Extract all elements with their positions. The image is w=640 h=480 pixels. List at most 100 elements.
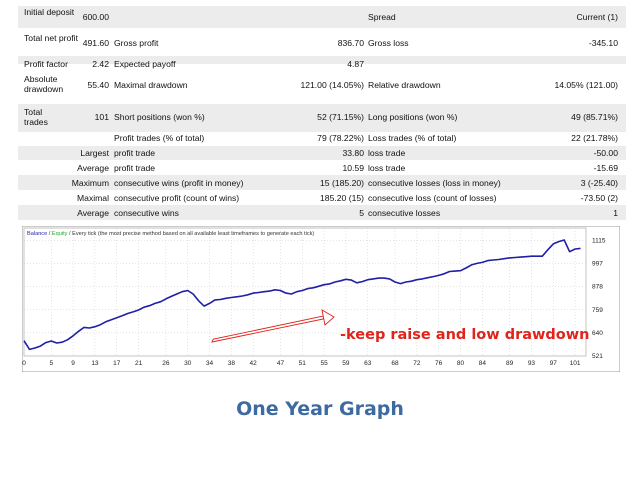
max-cons-losses-label: consecutive losses (loss in money)	[368, 178, 501, 188]
gross-profit-value: 836.70	[337, 38, 364, 48]
largest-loss-label: loss trade	[368, 148, 406, 158]
maximal-drawdown-label: Maximal drawdown	[114, 80, 188, 90]
y-tick-label: 1115	[592, 238, 606, 245]
absolute-drawdown-label: Absolute drawdown	[24, 74, 64, 94]
y-tick-label: 521	[592, 353, 603, 360]
x-tick-label: 5	[49, 360, 53, 367]
total-trades-label: Total trades	[24, 107, 48, 127]
maximal-cons-loss-value: -73.50 (2)	[580, 193, 618, 203]
avg-cons-wins-value: 5	[359, 208, 364, 218]
x-tick-label: 17	[113, 360, 121, 367]
x-tick-label: 59	[342, 360, 350, 367]
report-row-band	[18, 104, 626, 132]
largest-loss-value: -50.00	[593, 148, 618, 158]
x-tick-label: 38	[228, 360, 236, 367]
short-positions-label: Short positions (won %)	[114, 112, 205, 122]
relative-drawdown-label: Relative drawdown	[368, 80, 441, 90]
x-tick-label: 97	[550, 360, 558, 367]
profit-factor-value: 2.42	[92, 59, 109, 69]
max-cons-wins-value: 15 (185.20)	[320, 178, 364, 188]
x-tick-label: 101	[570, 360, 581, 367]
average-profit-value: 10.59	[342, 163, 364, 173]
profit-factor-label: Profit factor	[24, 59, 68, 69]
total-net-profit-label: Total net profit	[24, 33, 78, 43]
backtest-report: Initial deposit 600.00 Spread Current (1…	[0, 0, 640, 224]
total-net-profit-value: 491.60	[82, 38, 109, 48]
y-tick-label: 759	[592, 307, 603, 314]
avg-cons-losses-label: consecutive losses	[368, 208, 441, 218]
chart-annotation: -keep raise and low drawdown	[340, 327, 589, 343]
spread-label: Spread	[368, 12, 396, 22]
loss-trades-value: 22 (21.78%)	[571, 133, 618, 143]
x-tick-label: 9	[71, 360, 75, 367]
average-profit-label: profit trade	[114, 163, 156, 173]
gross-profit-label: Gross profit	[114, 38, 159, 48]
x-tick-label: 55	[320, 360, 328, 367]
gross-loss-label: Gross loss	[368, 38, 409, 48]
x-tick-label: 34	[206, 360, 214, 367]
report-row-band	[18, 56, 626, 64]
long-positions-label: Long positions (won %)	[368, 112, 458, 122]
x-tick-label: 51	[299, 360, 307, 367]
absolute-drawdown-value: 55.40	[87, 80, 109, 90]
largest-label: Largest	[80, 148, 109, 158]
x-tick-label: 63	[364, 360, 372, 367]
max-cons-wins-label: consecutive wins (profit in money)	[114, 178, 244, 188]
relative-drawdown-value: 14.05% (121.00)	[554, 80, 618, 90]
initial-deposit-label: Initial deposit	[24, 7, 75, 17]
y-tick-label: 997	[592, 261, 603, 268]
x-tick-label: 80	[457, 360, 465, 367]
gross-loss-value: -345.10	[588, 38, 618, 48]
max-cons-losses-value: 3 (-25.40)	[580, 178, 618, 188]
maximal-cons-profit-value: 185.20 (15)	[320, 193, 364, 203]
x-tick-label: 0	[22, 360, 26, 367]
report-row-band	[18, 175, 626, 190]
page-caption: One Year Graph	[236, 398, 404, 420]
chart-legend: Balance / Equity / Every tick (the most …	[27, 231, 314, 237]
expected-payoff-value: 4.87	[347, 59, 364, 69]
average-loss-label: loss trade	[368, 163, 406, 173]
x-tick-label: 84	[479, 360, 487, 367]
total-trades-value: 101	[94, 112, 109, 122]
report-row-band	[18, 146, 626, 160]
x-tick-label: 13	[91, 360, 99, 367]
profit-trades-label: Profit trades (% of total)	[114, 133, 205, 143]
average-cons-label: Average	[77, 208, 109, 218]
chart-grid	[23, 228, 586, 357]
avg-cons-losses-value: 1	[613, 208, 618, 218]
avg-cons-wins-label: consecutive wins	[114, 208, 179, 218]
long-positions-value: 49 (85.71%)	[571, 112, 618, 122]
average-label: Average	[77, 163, 109, 173]
x-tick-label: 68	[391, 360, 399, 367]
x-tick-label: 21	[135, 360, 143, 367]
largest-profit-value: 33.80	[342, 148, 364, 158]
x-axis-ticks: 0 5 9 13 17 21 26 30 34 38 42 47 51 55 59 63 68 72 76 80 84 8…	[22, 360, 581, 367]
plot-area	[23, 227, 587, 357]
x-tick-label: 47	[277, 360, 285, 367]
report-row-band	[18, 6, 626, 28]
report-row-band	[18, 205, 626, 220]
trend-arrow	[211, 309, 335, 343]
maximal-label: Maximal	[77, 193, 109, 203]
y-axis-ticks: 1115 997 878 759 640 521	[592, 238, 606, 360]
maximal-cons-profit-label: consecutive profit (count of wins)	[114, 193, 240, 203]
y-tick-label: 878	[592, 284, 603, 291]
balance-chart: Balance / Equity / Every tick (the most …	[22, 226, 620, 372]
x-tick-label: 72	[413, 360, 421, 367]
initial-deposit-value: 600.00	[82, 12, 109, 22]
maximal-cons-loss-label: consecutive loss (count of losses)	[368, 193, 497, 203]
expected-payoff-label: Expected payoff	[114, 59, 176, 69]
x-tick-label: 76	[435, 360, 443, 367]
largest-profit-label: profit trade	[114, 148, 156, 158]
profit-trades-value: 79 (78.22%)	[317, 133, 364, 143]
maximal-drawdown-value: 121.00 (14.05%)	[300, 80, 364, 90]
short-positions-value: 52 (71.15%)	[317, 112, 364, 122]
balance-series-line	[23, 239, 581, 351]
x-tick-label: 30	[184, 360, 192, 367]
y-tick-label: 640	[592, 330, 603, 337]
loss-trades-label: Loss trades (% of total)	[368, 133, 457, 143]
x-tick-label: 93	[528, 360, 536, 367]
average-loss-value: -15.69	[593, 163, 618, 173]
x-tick-label: 42	[250, 360, 258, 367]
x-tick-label: 89	[506, 360, 514, 367]
